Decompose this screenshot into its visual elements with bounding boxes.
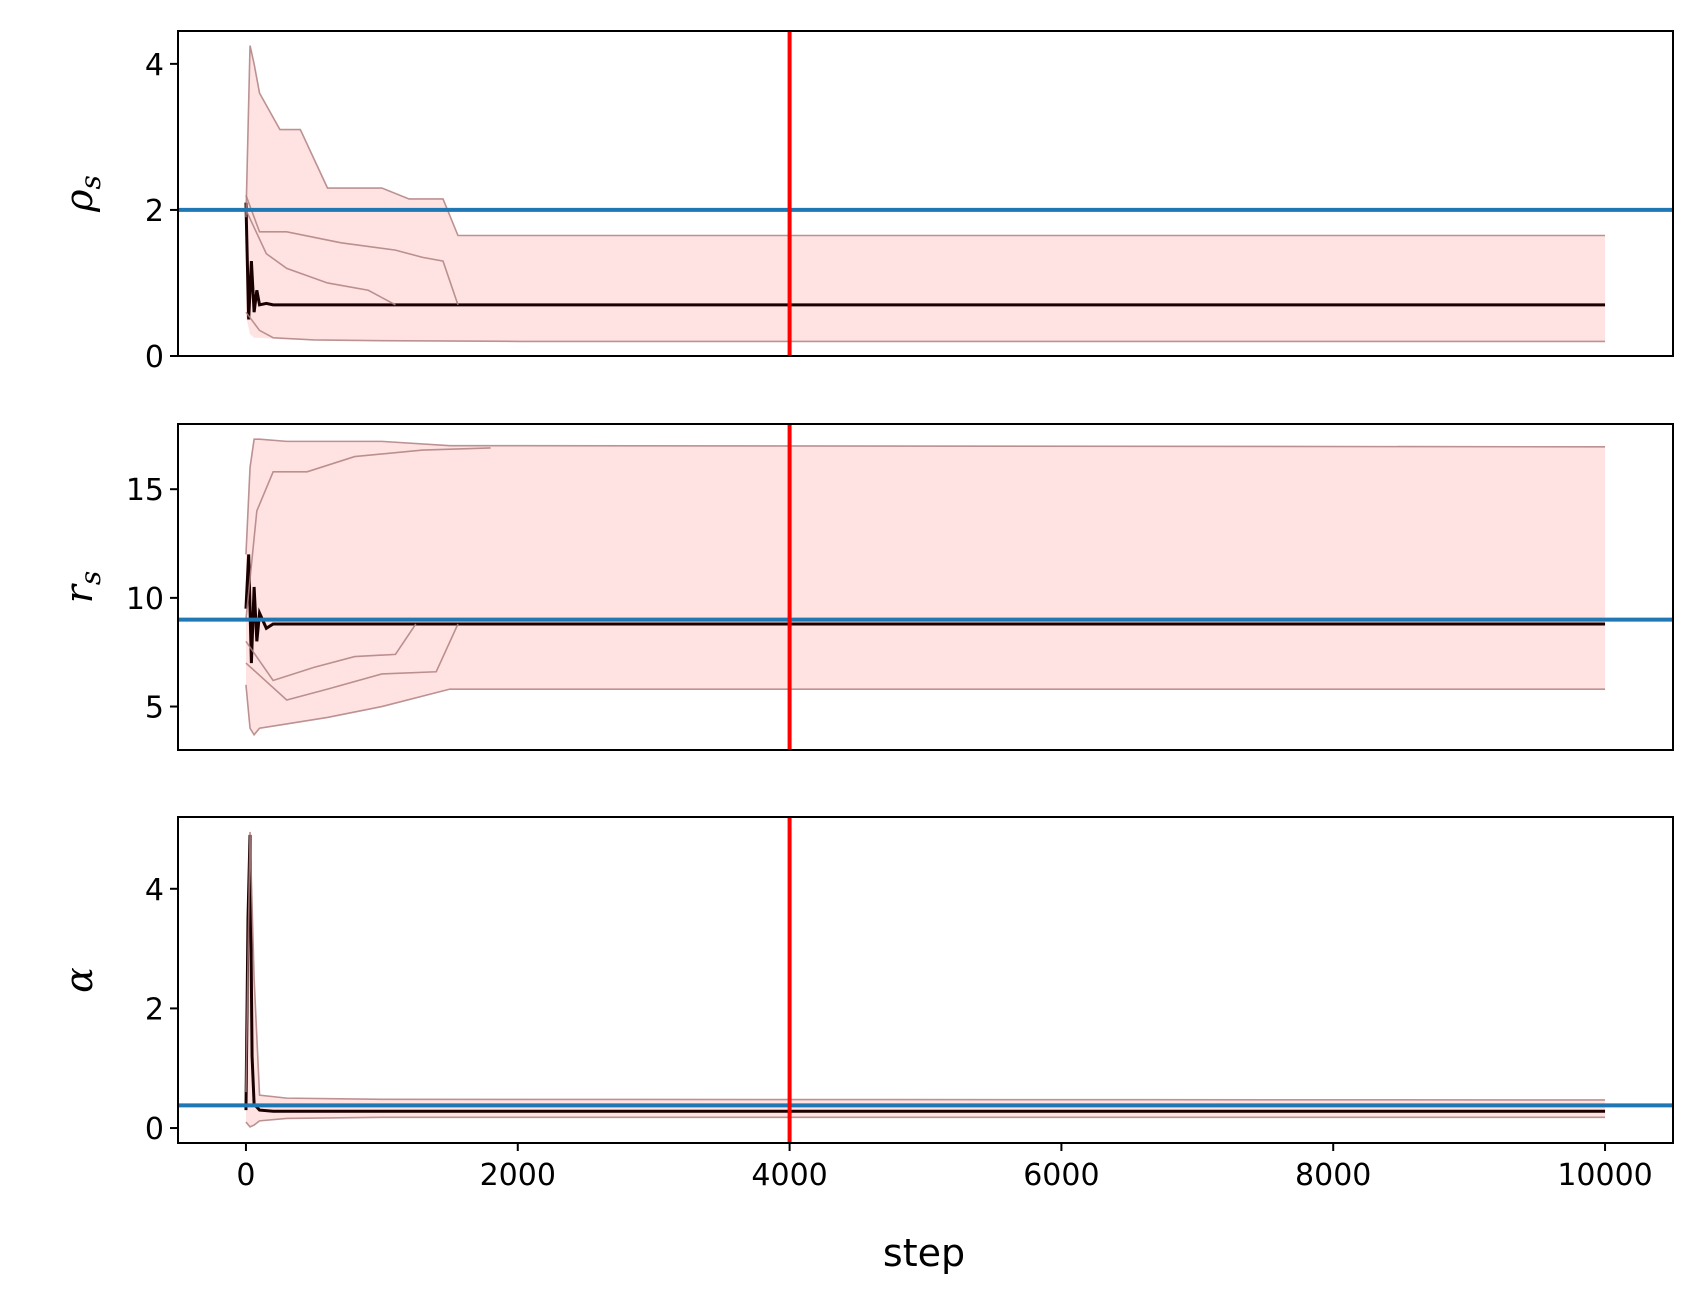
- x-tick-label: 0: [236, 1158, 255, 1193]
- plot-area: [178, 424, 1673, 750]
- y-tick-label: 0: [145, 340, 164, 375]
- axes-frame: [177, 816, 1674, 1144]
- panel-rho-s: 0 2 4 ρs: [57, 30, 1674, 375]
- axes-frame: [177, 30, 1674, 357]
- y-axis-label-subscript: s: [74, 571, 107, 585]
- walker-trace-line: [245, 1116, 1606, 1128]
- median-chain-line: [244, 202, 1606, 320]
- credible-band: [245, 439, 1606, 735]
- x-tick-label: 6000: [1023, 1158, 1099, 1193]
- x-tick-label: 4000: [751, 1158, 827, 1193]
- walker-trace-line: [245, 45, 1606, 237]
- y-axis-label-base: α: [57, 967, 101, 993]
- y-tick-label: 2: [145, 992, 164, 1027]
- x-tick-label: 10000: [1557, 1158, 1652, 1193]
- y-axis-label-subscript: s: [74, 175, 107, 189]
- walker-trace-line: [245, 311, 1606, 343]
- y-tick-label: 2: [145, 194, 164, 229]
- x-tick-label: 8000: [1295, 1158, 1371, 1193]
- y-tick-label: 15: [126, 473, 164, 508]
- y-tick-label: 4: [145, 873, 164, 908]
- x-axis-label: step: [883, 1231, 965, 1275]
- credible-band: [245, 45, 1606, 342]
- plot-area: [178, 817, 1673, 1143]
- walker-trace-line: [245, 447, 491, 620]
- panel-alpha: 0 2 4 0 2000 4000 6000 8000 10000 α: [57, 816, 1674, 1193]
- y-tick-label: 4: [145, 48, 164, 83]
- y-tick-label: 0: [145, 1112, 164, 1147]
- walker-trace-line: [245, 831, 1606, 1101]
- y-axis-label: α: [57, 967, 101, 993]
- y-axis-label-base: r: [57, 582, 101, 603]
- walker-trace-line: [245, 209, 396, 306]
- walker-trace-line: [245, 438, 1606, 555]
- x-tick-label: 2000: [480, 1158, 556, 1193]
- walker-trace-line: [245, 623, 417, 682]
- axes-frame: [177, 423, 1674, 751]
- y-axis-label: rs: [57, 571, 107, 604]
- y-tick-label: 10: [126, 582, 164, 617]
- walker-trace-line: [245, 623, 459, 701]
- y-axis-label: ρs: [57, 175, 107, 213]
- y-axis-label-base: ρ: [57, 189, 101, 213]
- y-tick-label: 5: [145, 691, 164, 726]
- walker-trace-line: [245, 195, 459, 306]
- plot-area: [178, 31, 1673, 356]
- panel-r-s: 5 10 15 rs: [57, 423, 1674, 751]
- walker-trace-line: [245, 684, 1606, 737]
